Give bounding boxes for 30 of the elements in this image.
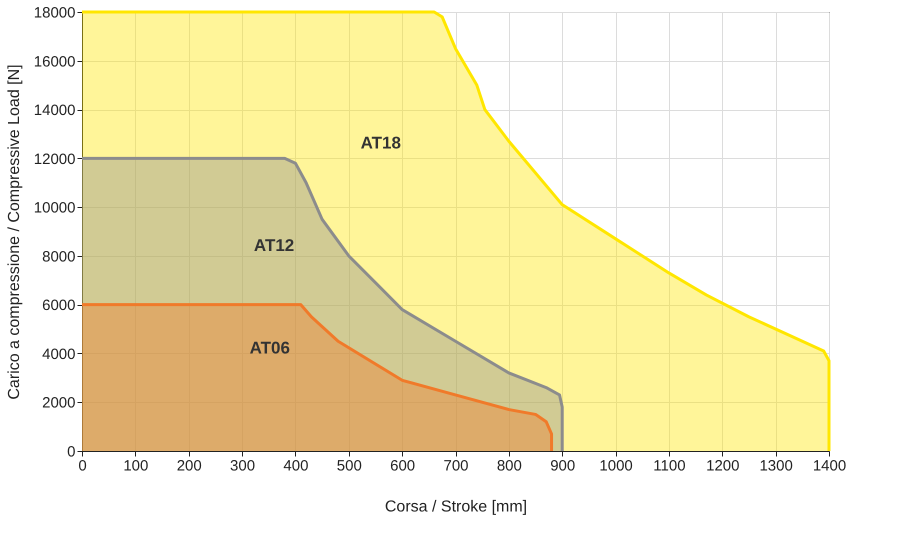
x-tick-label: 1400 xyxy=(812,458,846,474)
y-tick-label: 18000 xyxy=(34,4,76,22)
x-tick-label: 500 xyxy=(336,458,362,474)
series-label: AT06 xyxy=(250,338,290,358)
y-axis-title: Carico a compressione / Compressive Load [N] xyxy=(6,64,23,400)
x-tick-label: 300 xyxy=(230,458,256,474)
y-tick-label: 10000 xyxy=(34,200,76,217)
y-tick-label: 16000 xyxy=(34,53,76,70)
x-axis-title: Corsa / Stroke [mm] xyxy=(384,498,528,516)
x-tick-label: 1100 xyxy=(653,458,686,474)
x-tick-label: 1200 xyxy=(706,458,740,474)
y-tick-label: 12000 xyxy=(34,150,76,168)
x-tick-label: 200 xyxy=(176,458,202,474)
x-tick-label: 600 xyxy=(390,458,416,474)
x-tick-label: 400 xyxy=(283,458,308,474)
y-tick-label: 6000 xyxy=(42,297,76,314)
y-tick-label: 0 xyxy=(67,444,76,460)
y-tick-label: 2000 xyxy=(42,394,76,412)
x-tick-label: 0 xyxy=(78,458,87,474)
series-label: AT12 xyxy=(254,236,294,256)
y-tick-label: 4000 xyxy=(42,346,76,363)
x-tick-label: 1000 xyxy=(599,458,633,474)
x-tick-label: 800 xyxy=(496,458,522,474)
series-label: AT18 xyxy=(360,134,401,153)
x-tick-label: 100 xyxy=(123,458,148,474)
x-tick-label: 900 xyxy=(550,458,576,474)
y-tick-label: 8000 xyxy=(42,248,76,266)
x-tick-label: 700 xyxy=(443,458,469,474)
y-tick-label: 14000 xyxy=(34,102,76,120)
x-tick-label: 1300 xyxy=(759,458,793,474)
